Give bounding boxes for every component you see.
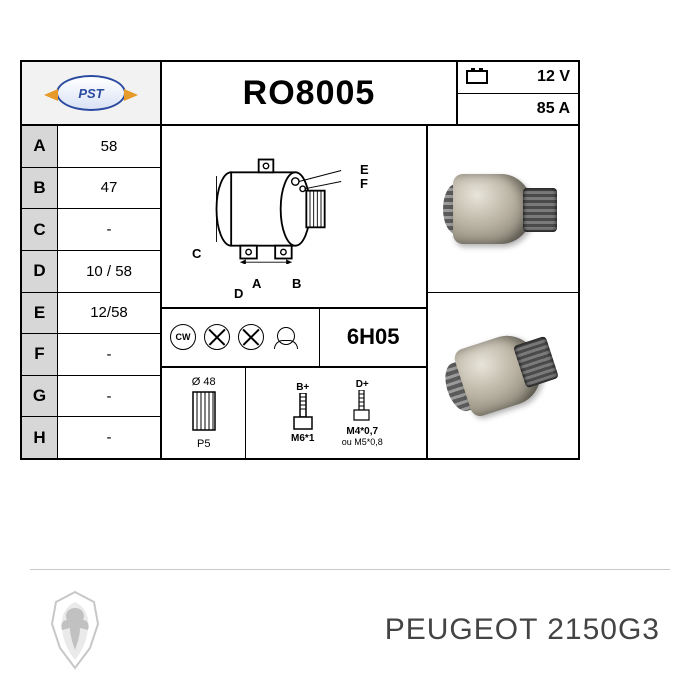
- bolt-title: D+: [356, 379, 369, 390]
- logo-arrow-left-icon: [44, 89, 58, 101]
- spec-key: C: [22, 209, 58, 250]
- pulley-icon: [187, 390, 221, 436]
- pulley-cell: Ø 48 P5: [162, 368, 246, 458]
- pst-logo-text: PST: [78, 86, 103, 101]
- bolt-spec: M6*1: [291, 433, 314, 444]
- regulator-icon: [272, 327, 298, 347]
- alternator-schematic: A B C D E F: [162, 126, 426, 309]
- no-feature-icon-2: [238, 324, 264, 350]
- spec-val: 47: [58, 168, 160, 209]
- bolt-spec-alt: ou M5*0,8: [342, 437, 383, 447]
- photo-column: [428, 126, 578, 458]
- body-row: A 58 B 47 C - D 10 / 58 E 12/58 F -: [22, 126, 578, 458]
- spec-val: -: [58, 417, 160, 458]
- alternator-photo-icon: [443, 320, 563, 430]
- voltage-row: 12 V: [458, 62, 578, 94]
- spec-row-f: F -: [22, 334, 160, 376]
- dim-label-b: B: [292, 276, 301, 291]
- spec-row-a: A 58: [22, 126, 160, 168]
- bolts-row: Ø 48 P5 B+: [162, 368, 426, 458]
- spec-row-h: H -: [22, 417, 160, 458]
- dim-label-c: C: [192, 246, 201, 261]
- peugeot-lion-icon: [40, 590, 110, 670]
- amperage-value: 85 A: [537, 100, 570, 118]
- spec-val: -: [58, 334, 160, 375]
- dim-label-e: E: [360, 162, 369, 177]
- product-photo-angle: [428, 293, 578, 459]
- footer-text: PEUGEOT 2150G3: [385, 613, 660, 647]
- bolt-title: B+: [296, 382, 309, 393]
- spec-key: G: [22, 376, 58, 417]
- spec-val: 58: [58, 126, 160, 167]
- sku: 2150G3: [547, 613, 660, 646]
- bolt-icon: [351, 390, 373, 426]
- amperage-row: 85 A: [458, 94, 578, 125]
- battery-icon: [466, 70, 488, 84]
- spec-row-g: G -: [22, 376, 160, 418]
- spec-row-e: E 12/58: [22, 293, 160, 335]
- manufacturer-logo-cell: PST: [22, 62, 162, 124]
- middle-column: A B C D E F CW 6H05 Ø 48: [162, 126, 428, 458]
- product-photo-front: [428, 126, 578, 293]
- icon-group: CW: [162, 309, 320, 367]
- spec-key: F: [22, 334, 58, 375]
- datasheet-card: PST RO8005 12 V 85 A A 58 B 47: [20, 60, 580, 460]
- spec-val: -: [58, 376, 160, 417]
- schematic-svg: [202, 154, 352, 264]
- spec-key: H: [22, 417, 58, 458]
- spec-val: 10 / 58: [58, 251, 160, 292]
- dim-label-f: F: [360, 176, 368, 191]
- logo-arrow-right-icon: [124, 89, 138, 101]
- footer: PEUGEOT 2150G3: [0, 580, 700, 700]
- alternator-photo-icon: [443, 154, 563, 264]
- bolt-icon: [290, 393, 316, 433]
- spec-key: B: [22, 168, 58, 209]
- header-row: PST RO8005 12 V 85 A: [22, 62, 578, 126]
- bolt-dplus: D+ M4*0,7 ou M5*0,8: [342, 379, 383, 447]
- spec-column: A 58 B 47 C - D 10 / 58 E 12/58 F -: [22, 126, 162, 458]
- spec-key: E: [22, 293, 58, 334]
- bolt-spec: M4*0,7: [346, 426, 378, 437]
- dim-label-a: A: [252, 276, 261, 291]
- divider: [30, 569, 670, 570]
- rotation-icon: CW: [170, 324, 196, 350]
- spec-val: 12/58: [58, 293, 160, 334]
- pulley-grooves: P5: [197, 438, 210, 450]
- voltage-value: 12 V: [537, 68, 570, 86]
- pulley-diameter: Ø 48: [192, 376, 216, 388]
- spec-key: A: [22, 126, 58, 167]
- electrical-cell: 12 V 85 A: [458, 62, 578, 124]
- spec-row-d: D 10 / 58: [22, 251, 160, 293]
- dim-label-d: D: [234, 286, 243, 301]
- spec-row-c: C -: [22, 209, 160, 251]
- connector-code: 6H05: [320, 309, 426, 367]
- spec-key: D: [22, 251, 58, 292]
- rotation-label: CW: [176, 332, 191, 342]
- part-number: RO8005: [162, 62, 458, 124]
- brand-name: PEUGEOT: [385, 613, 538, 646]
- no-feature-icon: [204, 324, 230, 350]
- spec-row-b: B 47: [22, 168, 160, 210]
- spec-val: -: [58, 209, 160, 250]
- bolt-bplus: B+ M6*1: [290, 382, 316, 444]
- icons-row: CW 6H05: [162, 309, 426, 369]
- bolts-cell: B+ M6*1 D+: [246, 368, 426, 458]
- pst-logo: PST: [56, 75, 126, 111]
